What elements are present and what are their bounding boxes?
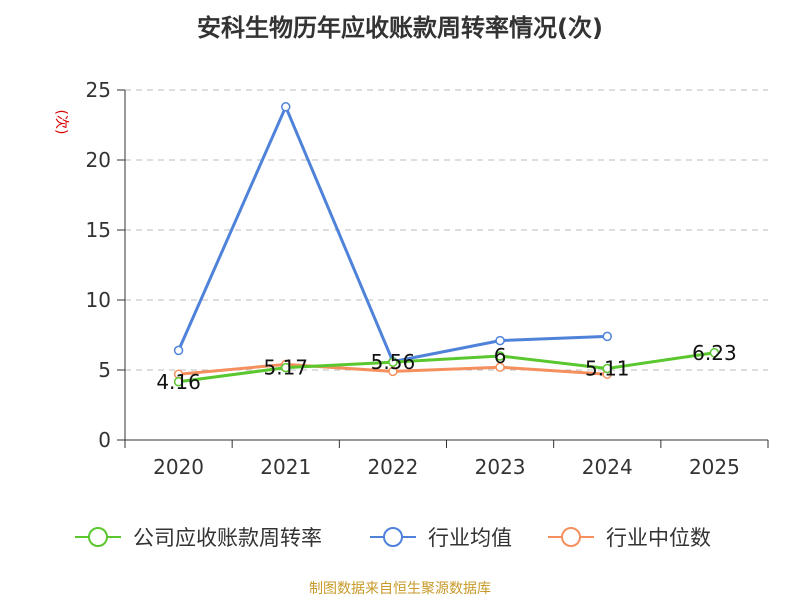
x-tick-label: 2023 <box>475 455 526 479</box>
x-tick-label: 2024 <box>582 455 633 479</box>
source-note: 制图数据来自恒生聚源数据库 <box>309 581 491 597</box>
data-point <box>709 348 720 358</box>
y-tick-label: 25 <box>86 78 111 102</box>
y-tick-label: 5 <box>98 358 111 382</box>
data-label: 5.56 <box>371 350 416 374</box>
data-point <box>388 366 398 377</box>
legend-label: 行业中位数 <box>606 526 711 550</box>
legend-label: 公司应收账款周转率 <box>133 526 322 550</box>
data-point <box>495 351 505 361</box>
series-line <box>177 105 608 364</box>
data-point <box>602 363 612 374</box>
legend-swatch-marker <box>561 527 581 547</box>
x-tick-label: 2022 <box>367 455 418 479</box>
chart-title: 安科生物历年应收账款周转率情况(次) <box>197 14 603 42</box>
data-point <box>388 357 398 367</box>
data-label: 5.17 <box>263 356 308 380</box>
data-point <box>173 345 184 356</box>
legend-swatch-marker <box>383 527 403 547</box>
x-tick-label: 2025 <box>689 455 740 479</box>
data-point <box>281 102 291 112</box>
y-tick-label: 10 <box>86 288 111 312</box>
x-tick-label: 2021 <box>260 455 311 479</box>
legend-label: 行业均值 <box>428 526 512 550</box>
data-point <box>281 362 291 373</box>
data-point <box>602 331 612 342</box>
x-tick-label: 2020 <box>153 455 204 479</box>
y-tick-label: 20 <box>86 148 111 172</box>
data-label: 4.16 <box>156 370 201 394</box>
series-line <box>178 351 715 384</box>
data-label: 6.23 <box>692 341 737 365</box>
data-point <box>173 377 184 387</box>
legend-swatch-marker <box>88 527 108 547</box>
data-point <box>495 335 505 346</box>
data-label: 5.11 <box>585 356 630 380</box>
data-label: 6 <box>494 344 507 368</box>
y-tick-label: 0 <box>98 428 111 452</box>
data-point <box>495 362 505 372</box>
y-tick-label: 15 <box>86 218 111 242</box>
